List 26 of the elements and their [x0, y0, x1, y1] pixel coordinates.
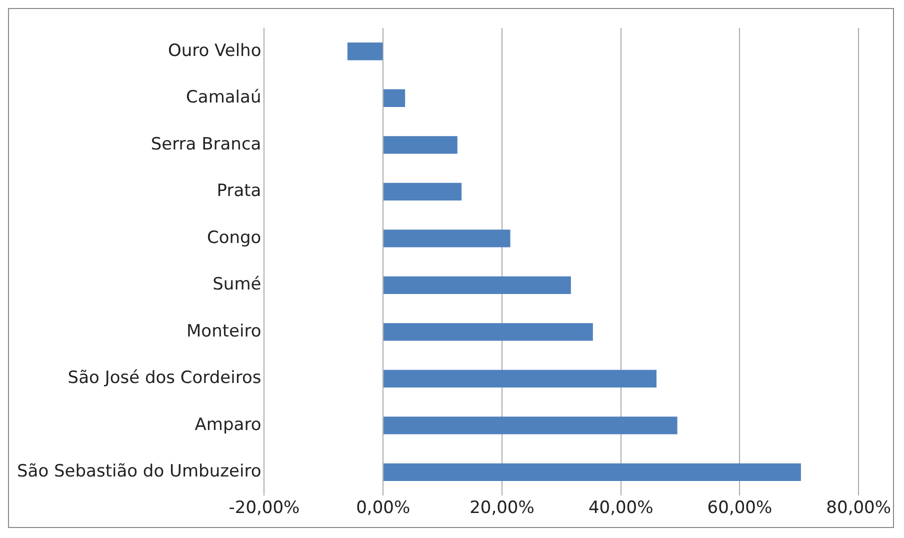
x-tick-label: 80,00%	[826, 498, 892, 518]
y-tick-label: Sumé	[212, 274, 262, 295]
x-tick-label: 20,00%	[470, 498, 534, 518]
y-tick-label: São Sebastião do Umbuzeiro	[16, 462, 262, 482]
bar	[384, 416, 678, 434]
bar	[384, 230, 510, 248]
x-tick-label: -20,00%	[228, 498, 300, 518]
x-tick-label: 0,00%	[356, 498, 410, 518]
y-tick-label: Congo	[206, 228, 262, 248]
bar	[384, 276, 571, 294]
bar	[384, 136, 458, 154]
x-tick-label: 60,00%	[707, 498, 772, 518]
bar	[384, 463, 801, 482]
bar	[384, 370, 657, 388]
x-tick-label: 40,00%	[588, 498, 654, 518]
bar	[384, 89, 406, 107]
y-tick-label: Prata	[216, 181, 262, 202]
bar	[384, 182, 462, 200]
y-tick-label: São José dos Cordeiros	[68, 368, 262, 388]
y-tick-label: Serra Branca	[150, 134, 262, 154]
y-tick-label: Monteiro	[186, 321, 262, 342]
bar	[347, 42, 383, 60]
y-tick-label: Amparo	[194, 414, 262, 435]
y-tick-label: Ouro Velho	[168, 40, 262, 61]
y-tick-label: Camalaú	[186, 88, 262, 108]
bar	[384, 323, 593, 341]
